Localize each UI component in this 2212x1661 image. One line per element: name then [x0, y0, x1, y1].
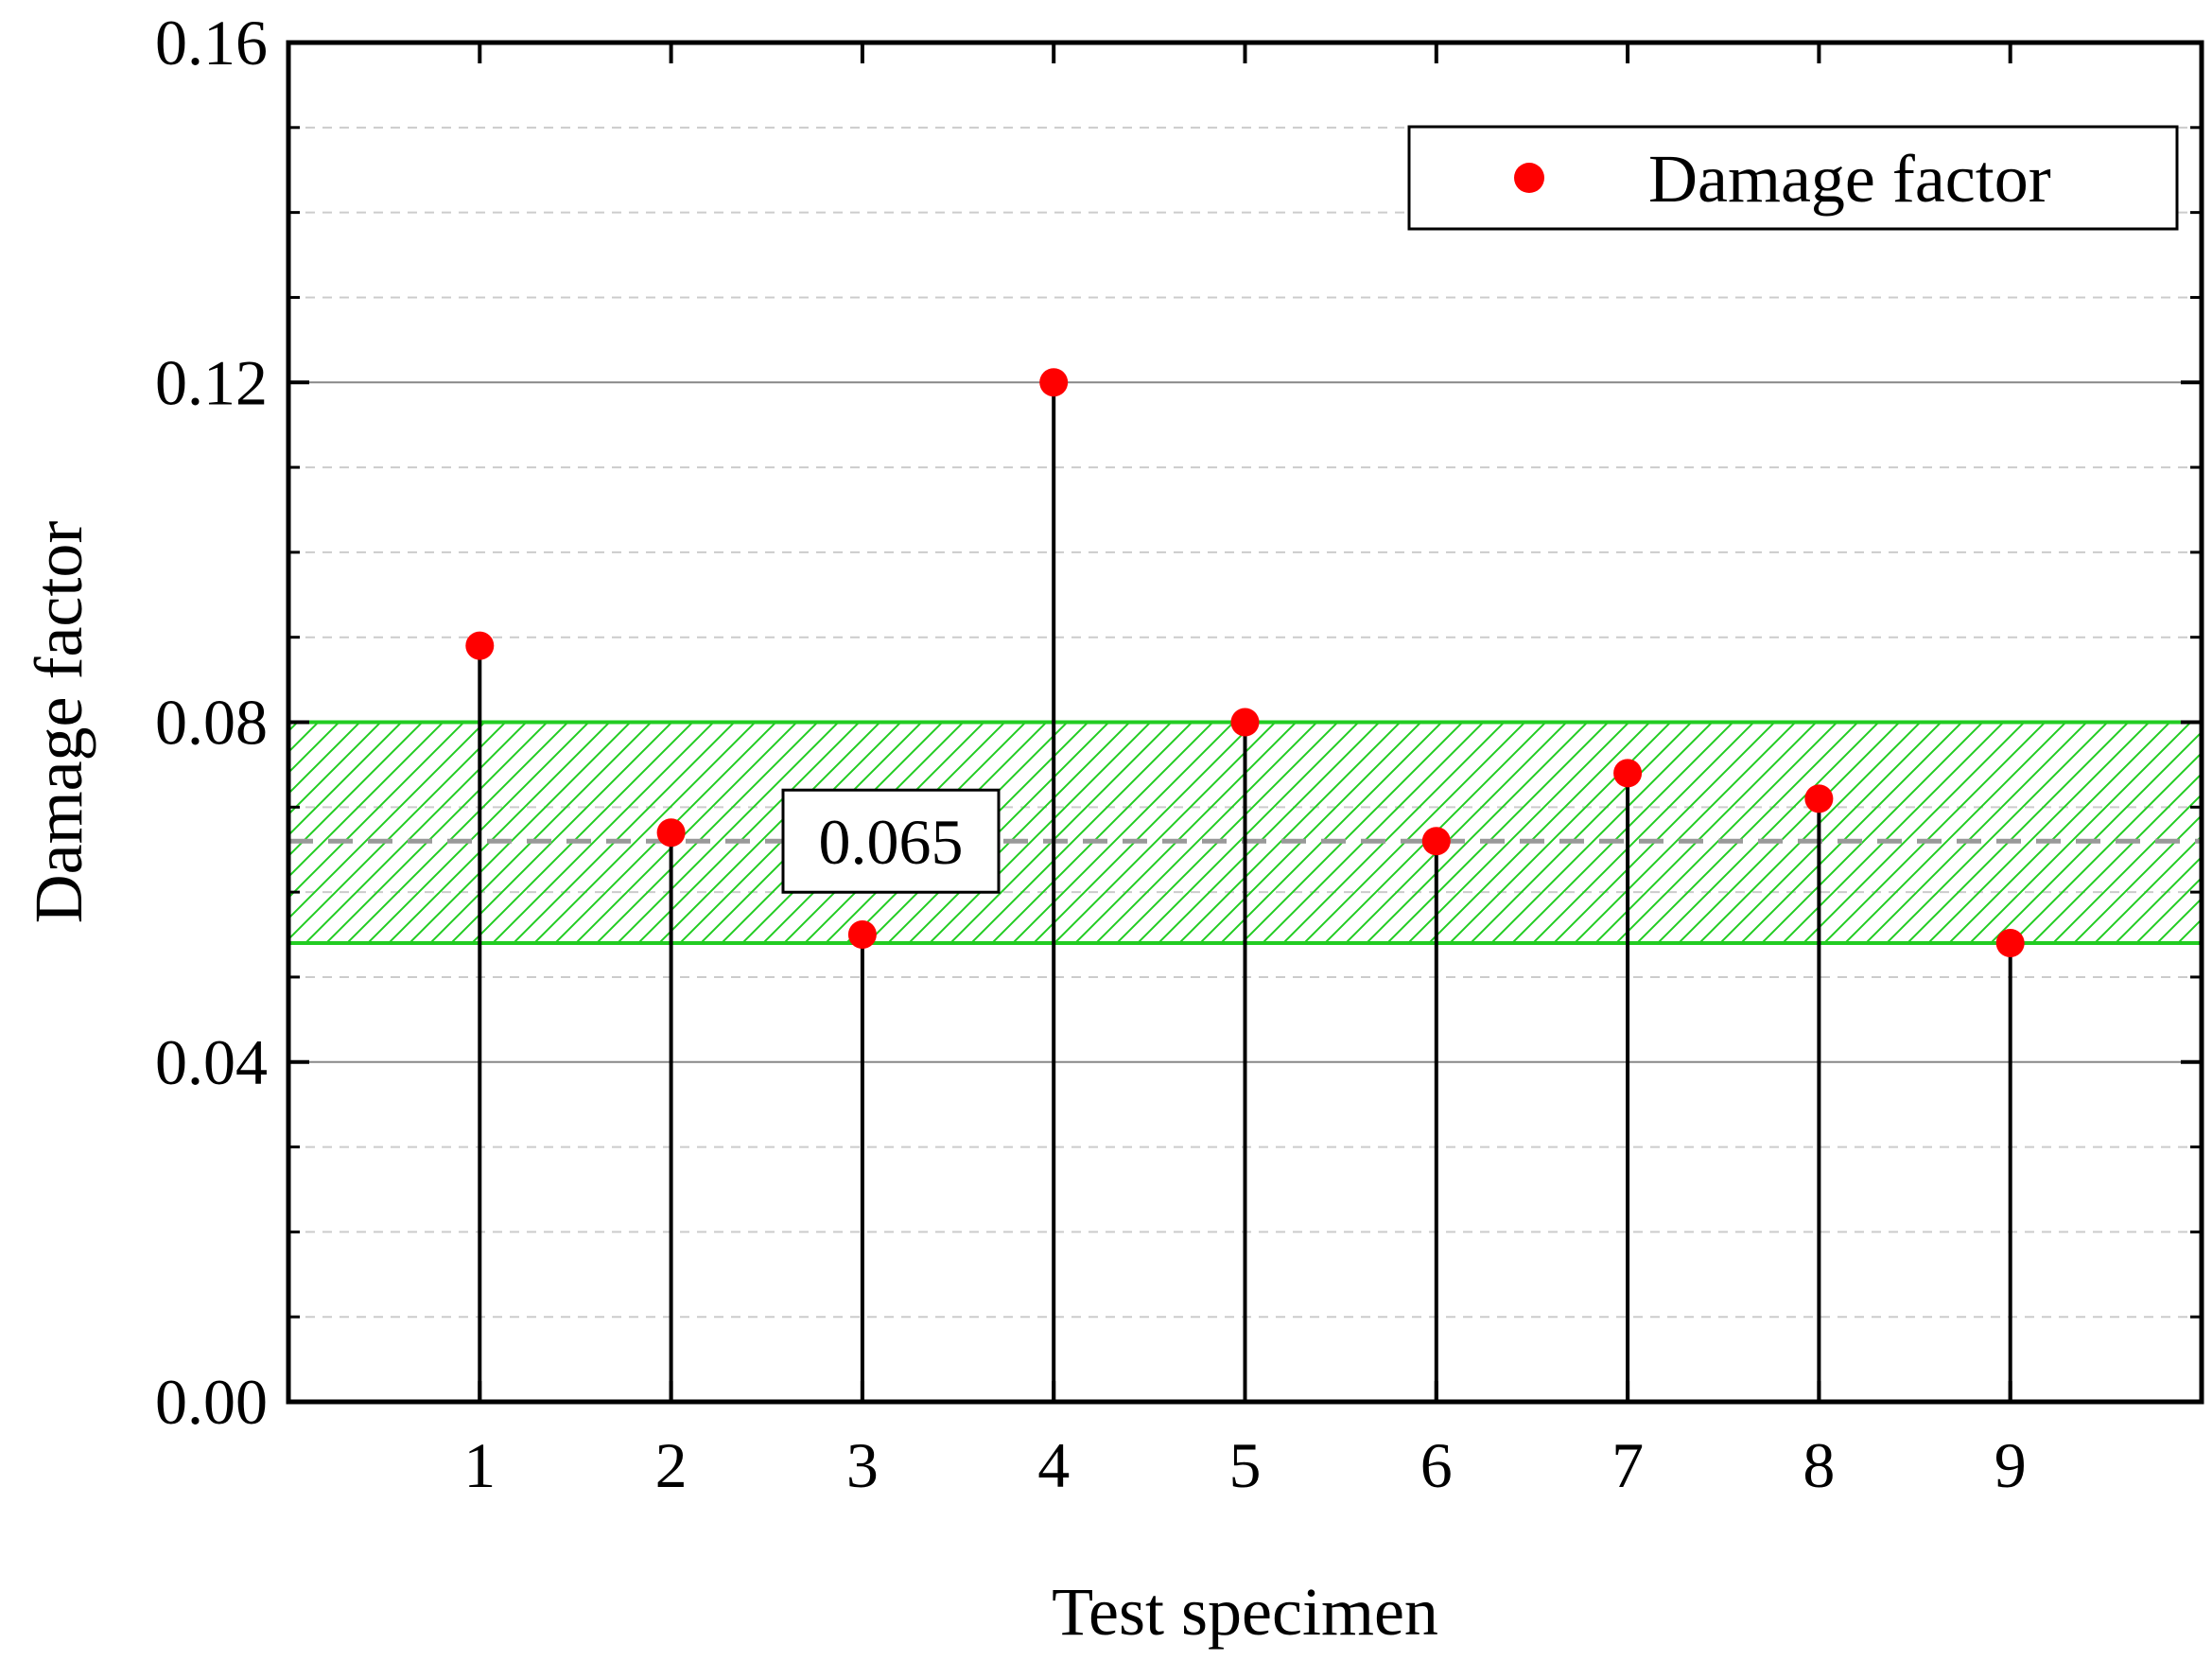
- legend: Damage factor: [1407, 125, 2179, 231]
- y-axis-title: Damage factor: [21, 521, 96, 924]
- y-tick-label: 0.00: [155, 1366, 268, 1438]
- x-tick-label: 9: [1994, 1429, 2027, 1501]
- x-tick-label: 3: [846, 1429, 879, 1501]
- legend-entry-damage-factor: Damage factor: [1648, 141, 2051, 217]
- x-tick-label: 8: [1803, 1429, 1835, 1501]
- x-tick-label: 4: [1037, 1429, 1070, 1501]
- y-tick-label: 0.08: [155, 687, 268, 759]
- x-tick-label: 2: [655, 1429, 688, 1501]
- data-point: [1039, 368, 1069, 397]
- y-tick-label: 0.04: [155, 1026, 268, 1098]
- mean-annotation-box: [781, 788, 1001, 894]
- data-point: [1230, 708, 1260, 737]
- legend-marker: [1514, 163, 1544, 193]
- mean-annotation-label: 0.065: [819, 806, 964, 878]
- y-tick-label: 0.16: [155, 7, 268, 79]
- data-point: [1421, 827, 1451, 856]
- x-axis-ticks: 1 2 3 4 5 6 7 8 9: [463, 43, 2027, 1501]
- mean-annotation: 0.065: [781, 788, 1001, 894]
- data-point: [1995, 929, 2025, 958]
- drop-lines: [478, 382, 2012, 1402]
- data-point: [1613, 759, 1643, 788]
- y-axis-ticks: 0.00 0.04 0.08 0.12 0.16: [155, 7, 2202, 1438]
- x-tick-label: 5: [1229, 1429, 1262, 1501]
- data-point: [465, 631, 495, 660]
- data-point: [847, 920, 877, 950]
- x-tick-label: 7: [1611, 1429, 1644, 1501]
- data-point: [656, 818, 686, 848]
- x-axis-title: Test specimen: [1052, 1574, 1438, 1650]
- data-points: [465, 368, 2025, 958]
- y-tick-label: 0.12: [155, 346, 268, 418]
- x-tick-label: 1: [463, 1429, 496, 1501]
- x-tick-label: 6: [1420, 1429, 1453, 1501]
- data-point: [1804, 784, 1834, 813]
